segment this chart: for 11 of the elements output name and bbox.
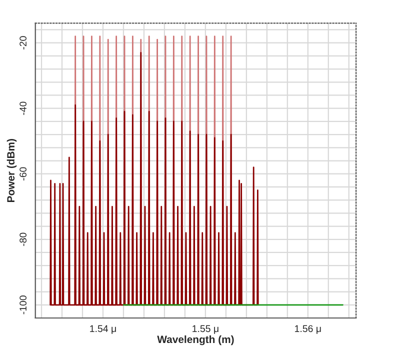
y-tick-label: -100 (20, 296, 27, 314)
y-tick-label: -80 (20, 232, 27, 246)
y-tick-label: -20 (20, 36, 27, 50)
y-axis-title: Power (dBm) (6, 138, 17, 202)
x-tick-label: 1.56 μ (295, 325, 321, 334)
x-tick-label: 1.55 μ (192, 325, 218, 334)
line-series (50, 52, 259, 306)
y-tick-label: -40 (20, 102, 27, 115)
y-tick-label: -60 (20, 167, 27, 180)
x-tick-label: 1.54 μ (90, 325, 116, 334)
x-axis-title: Wavelength (m) (157, 335, 234, 346)
